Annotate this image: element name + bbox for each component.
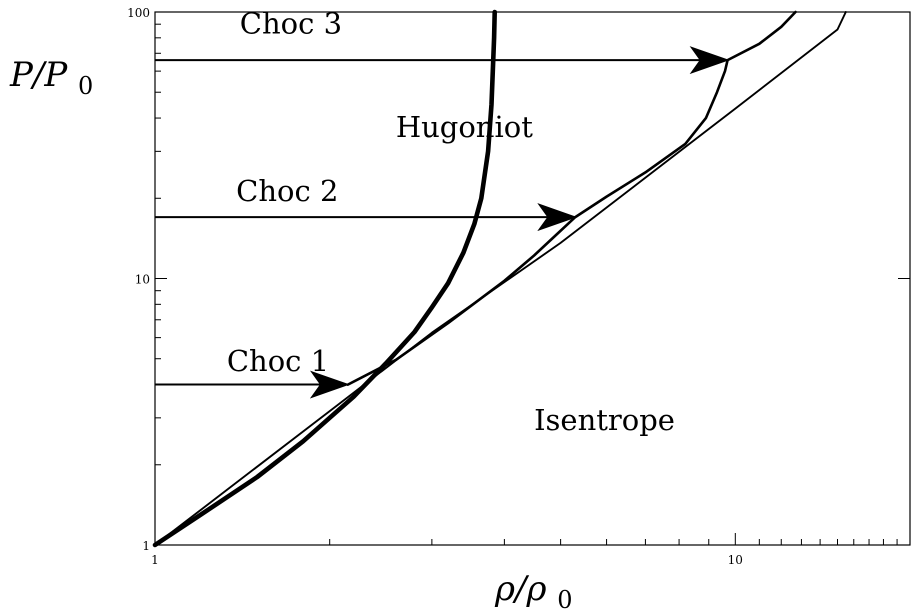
annotation-layer: Hugoniot Isentrope Choc 3 Choc 2 Choc 1 (227, 7, 675, 437)
x-tick-label: 1 (151, 553, 159, 567)
x-tick-label: 10 (728, 553, 743, 567)
axis-title-subscript: 0 (78, 72, 93, 100)
axis-title-subscript: 0 (557, 586, 572, 614)
series-line-hugoniot (152, 9, 497, 548)
y-axis-title: P/P 0 (9, 55, 93, 100)
axis-ticks: 1 10 1 10 100 (127, 6, 911, 567)
series-line-shock-path (346, 10, 797, 386)
y-tick-label: 10 (135, 273, 150, 287)
x-axis-title-main: ρ/ρ (494, 569, 546, 609)
series-line-isentrope (154, 11, 847, 546)
plot-area (152, 9, 847, 548)
annotation-choc-2: Choc 2 (236, 174, 338, 208)
annotation-choc-3: Choc 3 (240, 7, 342, 41)
y-tick-label: 100 (127, 6, 150, 20)
plot-frame (154, 11, 911, 546)
x-axis-title: ρ/ρ 0 (494, 569, 573, 614)
y-tick-label: 1 (142, 539, 150, 553)
annotation-choc-1: Choc 1 (227, 344, 329, 378)
y-axis-title-main: P/P (9, 55, 68, 95)
annotation-isentrope: Isentrope (534, 403, 675, 437)
annotation-hugoniot: Hugoniot (396, 110, 533, 144)
